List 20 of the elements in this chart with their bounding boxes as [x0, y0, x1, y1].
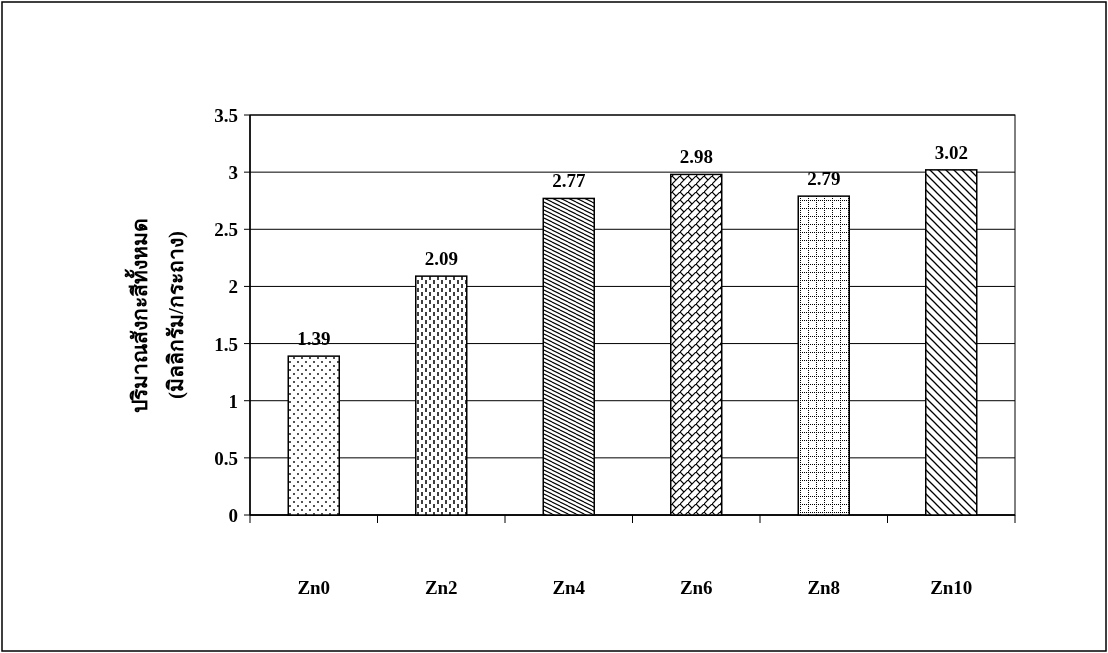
y-tick-label: 3	[228, 162, 238, 184]
y-tick-label: 1.5	[214, 333, 238, 355]
data-label: 3.02	[934, 141, 968, 163]
x-tick-label: Zn6	[679, 577, 713, 598]
x-tick-label: Zn0	[297, 577, 331, 598]
data-label: 2.09	[424, 248, 458, 270]
y-tick-label: 1	[228, 390, 238, 412]
data-label: 2.98	[679, 146, 713, 168]
y-tick-label: 2.5	[214, 219, 238, 241]
y-tick-label: 2	[228, 276, 238, 298]
x-tick-label: Zn4	[552, 577, 586, 598]
x-tick-label: Zn10	[930, 577, 973, 598]
y-tick-label: 0.5	[214, 447, 238, 469]
data-label: 2.77	[552, 170, 586, 192]
x-tick-label: Zn8	[807, 577, 841, 598]
y-tick-label: 0	[228, 505, 238, 526]
y-tick-label: 3.5	[214, 105, 238, 126]
data-label: 2.79	[807, 168, 841, 190]
x-tick-label: Zn2	[424, 577, 458, 598]
y-axis-title: ปริมาณสังกะสีทั้งหมด (มิลลิกรัม/กระถาง)	[124, 217, 188, 413]
